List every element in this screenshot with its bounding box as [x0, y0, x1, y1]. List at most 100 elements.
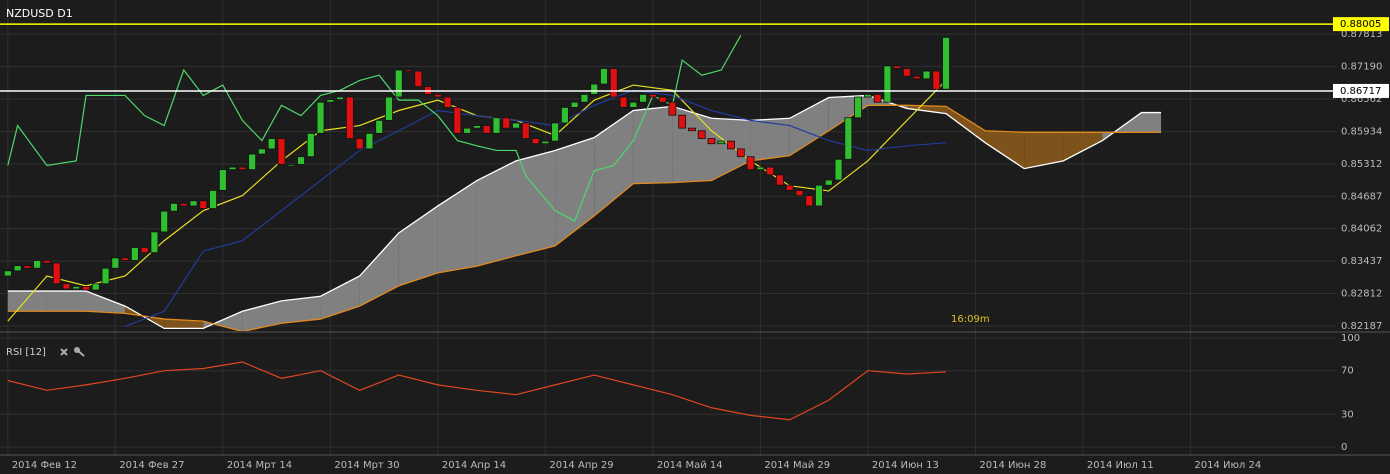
candle [248, 153, 257, 171]
candle [3, 270, 12, 277]
candle [903, 68, 911, 77]
cloud-segment [906, 105, 947, 114]
candle [170, 202, 178, 212]
cloud-segment [750, 118, 790, 161]
candle [727, 140, 735, 150]
candle [336, 96, 345, 101]
indicator-line [7, 34, 742, 222]
candle [580, 94, 589, 103]
candle [130, 247, 139, 261]
close-icon[interactable] [60, 348, 68, 356]
price-level-tag [1333, 83, 1389, 98]
candle [199, 200, 208, 209]
candle [668, 101, 677, 116]
main-plot [3, 34, 1162, 331]
price-level-tag [1333, 17, 1389, 32]
candle [541, 140, 550, 145]
candle [932, 70, 941, 90]
candle [805, 195, 814, 207]
candle [912, 75, 921, 80]
candle [463, 127, 472, 134]
x-tick-label: 2014 Фев 27 [119, 460, 184, 471]
x-tick-label: 2014 Июн 13 [872, 460, 939, 471]
candle [639, 94, 647, 103]
candle [863, 94, 872, 98]
candle [258, 148, 266, 155]
candle [844, 117, 853, 160]
span-b-line [7, 104, 1162, 331]
candle [473, 125, 481, 129]
x-tick-label: 2014 Июл 11 [1087, 460, 1154, 471]
candle [736, 148, 745, 158]
candle [179, 202, 188, 207]
candle [62, 283, 71, 290]
cloud-segment [594, 110, 634, 216]
candle [609, 68, 618, 98]
settings-icon[interactable] [74, 347, 85, 357]
cloud-segment [946, 106, 986, 143]
candle [150, 231, 159, 254]
cloud-segment [437, 180, 477, 273]
y-tick-label: 0.84687 [1341, 191, 1382, 202]
span-a-line [7, 94, 1162, 330]
candle [942, 36, 950, 90]
candle [52, 262, 61, 285]
candle [316, 101, 325, 134]
candle [834, 158, 843, 181]
x-tick-label: 2014 Июл 24 [1194, 460, 1261, 471]
y-tick-label: 100 [1341, 333, 1360, 344]
candle [121, 257, 129, 261]
candle [824, 179, 833, 186]
candle [326, 99, 335, 103]
cloud-segment [7, 291, 47, 312]
cloud-segment [985, 130, 1025, 169]
candle [560, 106, 569, 124]
candle [766, 166, 775, 176]
candle [189, 200, 198, 207]
y-tick-label: 0.87813 [1341, 29, 1382, 40]
candle [453, 106, 462, 134]
candle [72, 285, 81, 290]
candle [570, 101, 579, 108]
candle [375, 119, 384, 134]
candle [238, 166, 247, 171]
candle [385, 96, 393, 121]
candle [82, 285, 90, 291]
x-tick-label: 2014 Май 14 [657, 460, 723, 471]
candle [228, 166, 237, 171]
candle [756, 166, 765, 171]
cloud-segment [1024, 132, 1064, 169]
candle [209, 190, 217, 209]
candle [482, 125, 491, 134]
candle [551, 122, 560, 142]
candle [43, 260, 51, 264]
candle [893, 65, 902, 69]
y-tick-label: 0.87190 [1341, 61, 1382, 72]
cloud-segment [86, 291, 126, 314]
candle [33, 260, 42, 269]
candle [600, 68, 608, 85]
y-tick-label: 70 [1341, 366, 1354, 377]
y-tick-label: 0 [1341, 442, 1347, 453]
x-tick-label: 2014 Апр 14 [442, 460, 506, 471]
cloud-segment [711, 118, 751, 181]
cloud-segment [242, 300, 282, 331]
candle [160, 210, 169, 233]
candle [502, 117, 511, 129]
cloud-segment [359, 232, 399, 307]
x-tick-label: 2014 Май 29 [764, 460, 830, 471]
candle [443, 96, 452, 108]
candle [707, 138, 716, 145]
cloud-segment [164, 319, 204, 329]
x-tick-label: 2014 Мрт 30 [334, 460, 399, 471]
candle [521, 122, 530, 139]
candle [697, 130, 706, 139]
candle [629, 101, 638, 108]
candle [619, 96, 628, 108]
candle [883, 65, 892, 103]
candle [306, 132, 315, 158]
candle [854, 96, 862, 119]
candle [394, 69, 403, 98]
x-tick-label: 2014 Апр 29 [549, 460, 613, 471]
candle [512, 122, 520, 129]
